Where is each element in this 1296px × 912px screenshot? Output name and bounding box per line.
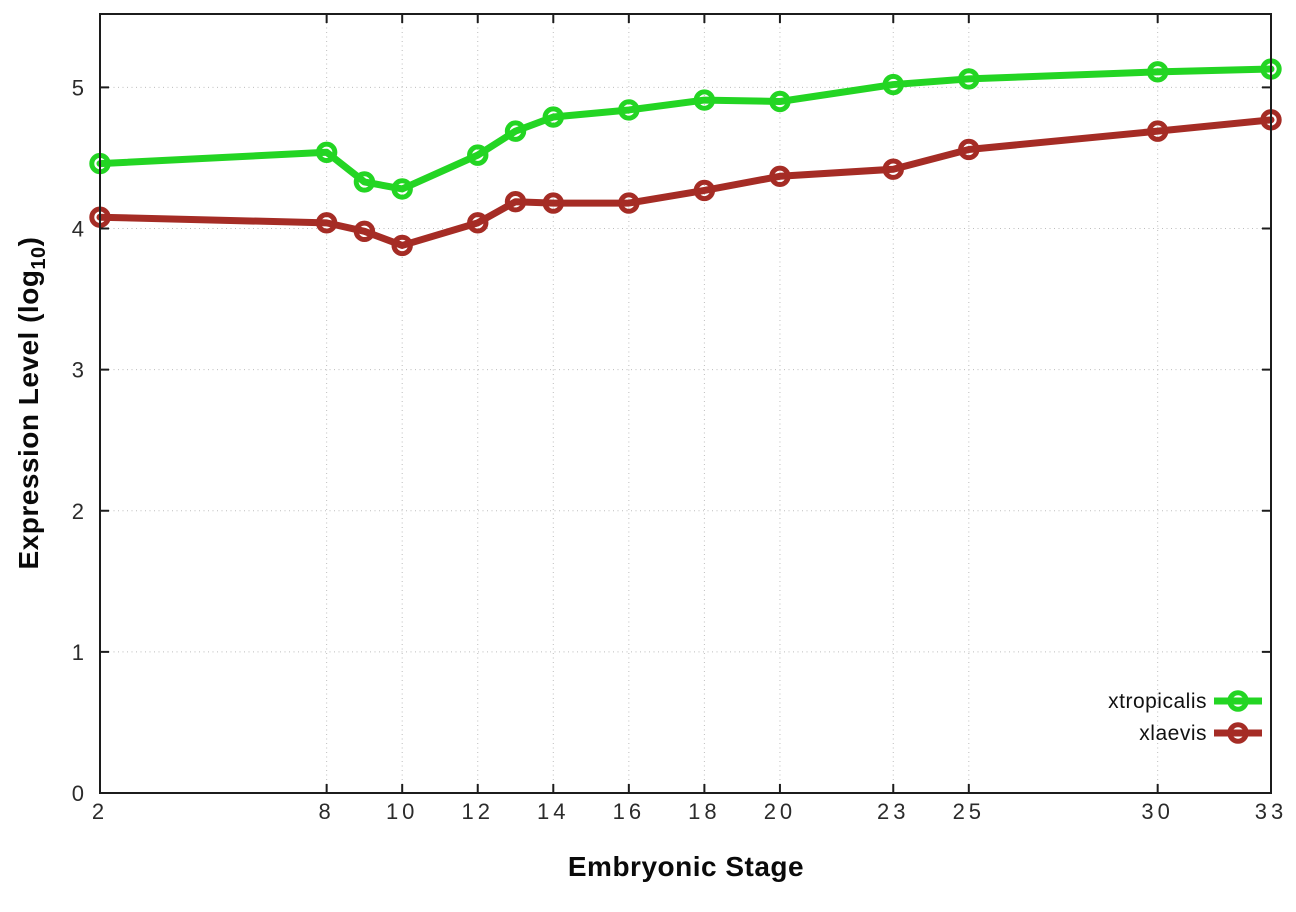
tick-marks-layer bbox=[99, 14, 1272, 794]
x-tick-label-25: 25 bbox=[953, 799, 985, 824]
data-point-xlaevis-stage-14 bbox=[542, 192, 564, 214]
data-point-xlaevis-stage-18 bbox=[693, 179, 716, 202]
legend-marker-icon-xlaevis bbox=[1227, 722, 1249, 744]
y-tick-label-0: 0 bbox=[72, 781, 88, 806]
data-point-xtropicalis-stage-25 bbox=[958, 68, 980, 90]
x-tick-label-23: 23 bbox=[877, 799, 909, 824]
grid-layer bbox=[100, 14, 1271, 793]
legend-marker-icon-xtropicalis bbox=[1227, 690, 1249, 712]
y-axis-title: Expression Level (log10) bbox=[13, 237, 50, 570]
data-point-xlaevis-stage-25 bbox=[958, 138, 980, 161]
legend-row-xlaevis: xlaevis bbox=[1139, 722, 1262, 745]
x-axis-title: Embryonic Stage bbox=[568, 851, 804, 882]
data-point-xlaevis-stage-23 bbox=[882, 158, 904, 180]
data-point-xtropicalis-stage-9 bbox=[353, 171, 376, 193]
y-axis-title-subscript: 10 bbox=[28, 246, 50, 269]
data-point-xtropicalis-stage-16 bbox=[618, 99, 640, 121]
data-point-xlaevis-stage-8 bbox=[315, 212, 338, 234]
data-point-xtropicalis-stage-14 bbox=[542, 106, 564, 128]
data-point-xlaevis-stage-10 bbox=[391, 234, 413, 257]
series-layer bbox=[89, 58, 1282, 257]
data-point-xtropicalis-stage-10 bbox=[391, 178, 413, 200]
x-tick-label-10: 10 bbox=[386, 799, 418, 824]
data-point-xlaevis-stage-16 bbox=[618, 192, 640, 214]
data-point-xtropicalis-stage-23 bbox=[882, 73, 904, 96]
data-point-xlaevis-stage-9 bbox=[353, 220, 376, 243]
data-point-xtropicalis-stage-13 bbox=[504, 120, 527, 142]
x-tick-label-16: 16 bbox=[613, 799, 645, 824]
data-point-xtropicalis-stage-20 bbox=[769, 90, 791, 113]
data-point-xlaevis-stage-20 bbox=[769, 165, 791, 187]
x-tick-label-12: 12 bbox=[461, 799, 493, 824]
y-tick-label-1: 1 bbox=[72, 640, 88, 665]
y-axis-title-close: ) bbox=[13, 237, 44, 247]
series-xtropicalis bbox=[89, 58, 1282, 200]
data-point-xtropicalis-stage-8 bbox=[315, 141, 338, 164]
data-point-xtropicalis-stage-30 bbox=[1146, 61, 1169, 83]
x-tick-label-8: 8 bbox=[319, 799, 335, 824]
y-tick-label-5: 5 bbox=[72, 75, 88, 100]
x-tick-label-20: 20 bbox=[764, 799, 796, 824]
y-axis-title-main: Expression Level (log bbox=[13, 270, 44, 570]
legend-label-xlaevis: xlaevis bbox=[1139, 722, 1207, 745]
x-tick-label-2: 2 bbox=[92, 799, 108, 824]
y-tick-label-2: 2 bbox=[72, 499, 88, 524]
data-point-xtropicalis-stage-18 bbox=[693, 89, 716, 111]
data-point-xlaevis-stage-12 bbox=[467, 212, 489, 234]
legend-row-xtropicalis: xtropicalis bbox=[1108, 690, 1262, 713]
x-tick-label-33: 33 bbox=[1255, 799, 1287, 824]
series-line-xlaevis bbox=[96, 116, 1275, 249]
x-tick-label-18: 18 bbox=[688, 799, 720, 824]
y-tick-label-4: 4 bbox=[72, 217, 88, 242]
legend: xtropicalis xlaevis bbox=[1108, 690, 1262, 745]
series-xlaevis bbox=[89, 109, 1282, 257]
data-point-xlaevis-stage-30 bbox=[1146, 120, 1169, 142]
plot-border bbox=[99, 13, 1272, 794]
legend-label-xtropicalis: xtropicalis bbox=[1108, 690, 1207, 713]
x-tick-label-14: 14 bbox=[537, 799, 569, 824]
x-tick-label-30: 30 bbox=[1141, 799, 1173, 824]
data-point-xlaevis-stage-13 bbox=[504, 190, 527, 213]
data-point-xtropicalis-stage-12 bbox=[467, 144, 489, 166]
y-tick-label-3: 3 bbox=[72, 358, 88, 383]
